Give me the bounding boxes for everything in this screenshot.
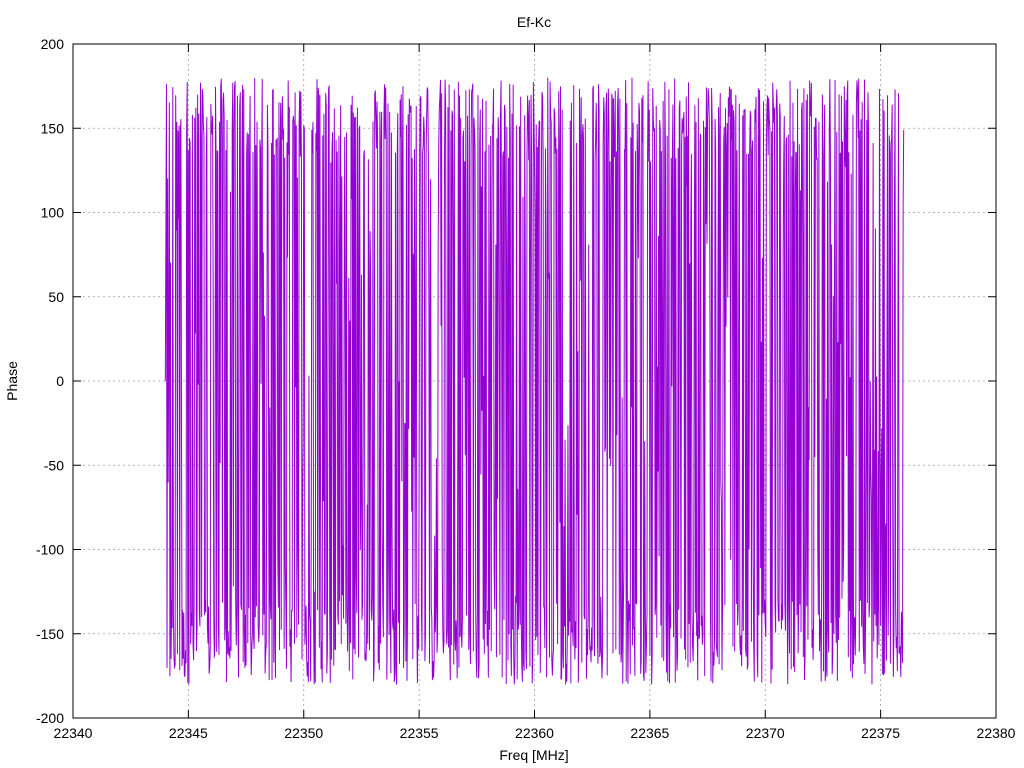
- tick-marks: [72, 43, 997, 719]
- y-tick-label: -100: [36, 542, 64, 558]
- y-tick-label: 50: [48, 289, 64, 305]
- y-tick-label: 100: [41, 205, 65, 221]
- y-tick-label: 150: [41, 120, 65, 136]
- x-tick-label: 22360: [515, 725, 554, 741]
- chart-title: Ef-Kc: [517, 14, 551, 30]
- y-axis-label: Phase: [4, 361, 20, 401]
- x-axis-label: Freq [MHz]: [499, 747, 568, 763]
- y-tick-label: -50: [44, 457, 64, 473]
- x-tick-label: 22365: [630, 725, 669, 741]
- x-tick-label: 22375: [861, 725, 900, 741]
- y-tick-label: 0: [56, 373, 64, 389]
- y-tick-label: -150: [36, 626, 64, 642]
- phase-series-line: [164, 77, 905, 685]
- x-tick-label: 22380: [977, 725, 1016, 741]
- x-tick-labels: 22340 22345 22350 22355 22360 22365 22370 22375…: [54, 725, 1016, 741]
- x-tick-label: 22345: [169, 725, 208, 741]
- x-tick-label: 22350: [284, 725, 323, 741]
- x-tick-label: 22340: [54, 725, 93, 741]
- x-tick-label: 22370: [746, 725, 785, 741]
- y-tick-label: 200: [41, 36, 65, 52]
- x-tick-label: 22355: [400, 725, 439, 741]
- y-tick-labels: -200 -150 -100 -50 0 50 100 150 200: [36, 36, 64, 726]
- y-tick-label: -200: [36, 710, 64, 726]
- data-series: [164, 77, 905, 685]
